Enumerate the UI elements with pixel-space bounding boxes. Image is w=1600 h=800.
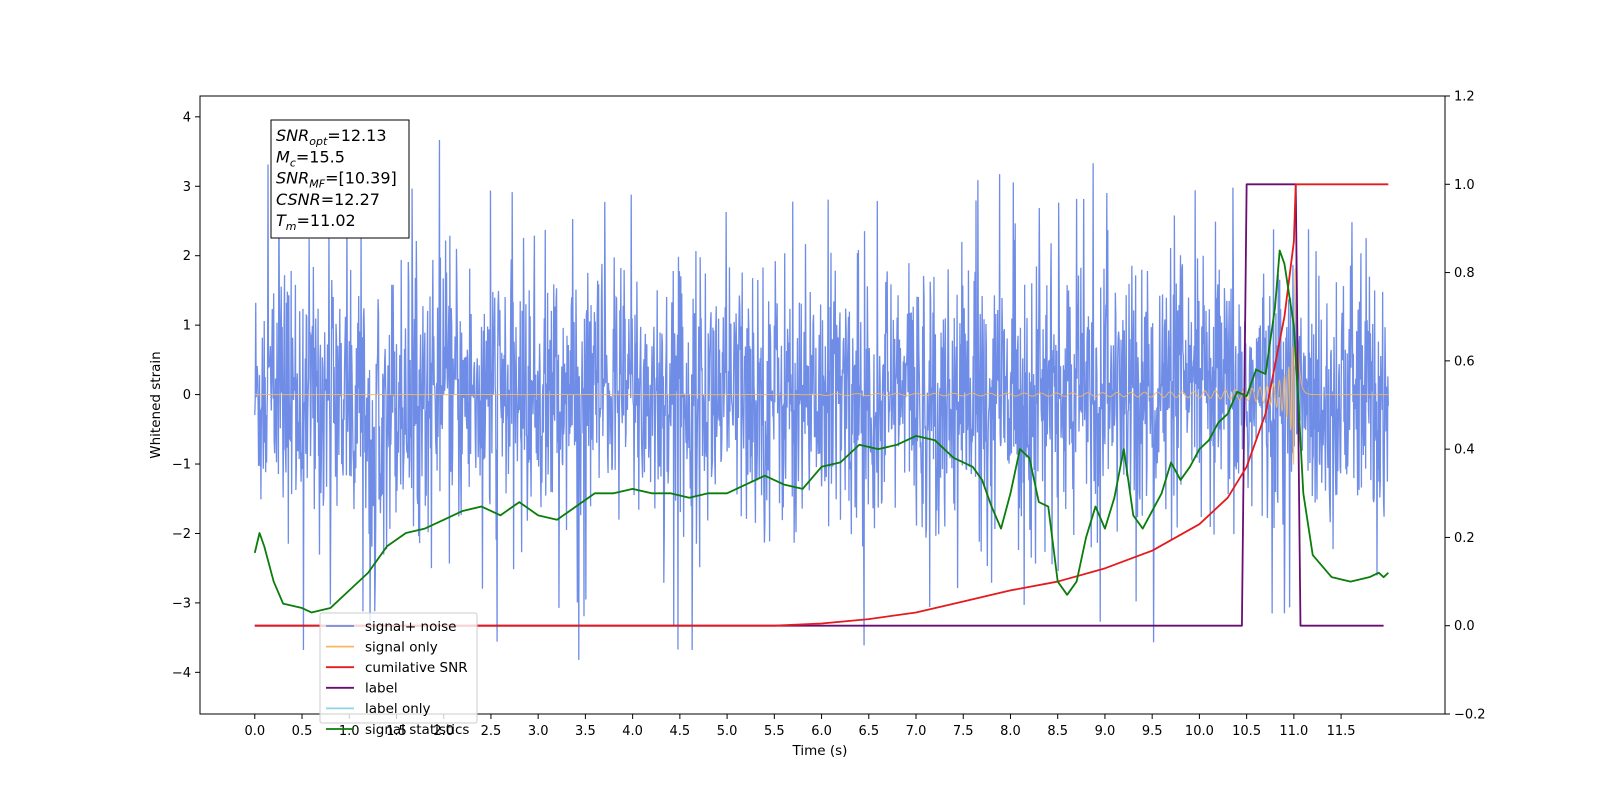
plot-frame xyxy=(199,95,1446,715)
x-tick-label: 7.0 xyxy=(906,724,927,739)
y-tick-label: −2 xyxy=(172,527,191,542)
signal-only-layer xyxy=(254,268,1389,465)
legend-entry-label: label xyxy=(365,681,398,697)
x-tick-label: 3.0 xyxy=(528,724,549,739)
legend-entry-label: cumilative SNR xyxy=(365,660,468,676)
y-axis-right: 1.2 1.0 0.8 0.6 0.4 0.2 0.0 −0.2 xyxy=(1445,90,1486,723)
x-tick-label: 5.0 xyxy=(717,724,738,739)
y2-tick-label: 0.6 xyxy=(1454,354,1475,369)
x-tick-label: 4.0 xyxy=(622,724,643,739)
y-axis-label: Whitened strain xyxy=(148,351,164,458)
x-tick-label: 11.5 xyxy=(1327,724,1356,739)
series-cumilative-snr-line xyxy=(254,183,1389,627)
y2-tick-label: 0.0 xyxy=(1454,619,1475,634)
x-tick-label: 4.5 xyxy=(670,724,691,739)
x-axis: 0.0 0.5 1.0 1.5 2.0 2.5 3.0 3.5 4.0 4.5 5.0 5.5 6.0 6… xyxy=(244,714,1356,739)
y-tick-label: 0 xyxy=(183,388,191,403)
x-tick-label: 7.5 xyxy=(953,724,974,739)
x-tick-label: 5.5 xyxy=(764,724,785,739)
y2-tick-label: 0.8 xyxy=(1454,266,1475,281)
series-signal-noise-line xyxy=(254,139,1389,660)
info-box-entry: Mc=15.5 xyxy=(276,147,345,169)
legend: signal+ noise signal only cumilative SNR la… xyxy=(319,612,478,738)
x-tick-label: 8.5 xyxy=(1047,724,1068,739)
x-tick-label: 11.0 xyxy=(1279,724,1308,739)
y-tick-label: 4 xyxy=(183,110,191,125)
legend-entry-label: signal only xyxy=(365,639,438,655)
x-tick-label: 2.0 xyxy=(433,724,454,739)
legend-entry-label: label only xyxy=(365,701,431,717)
legend-entry-label: signal statistics xyxy=(365,722,469,738)
y2-tick-label: 1.0 xyxy=(1454,178,1475,193)
series-signal-statistics-line xyxy=(253,249,1389,614)
y-tick-label: 1 xyxy=(183,319,191,334)
info-box-entry: CSNR=12.27 xyxy=(276,190,380,209)
y2-tick-label: 0.4 xyxy=(1454,443,1475,458)
x-tick-label: 3.5 xyxy=(575,724,596,739)
x-axis-label: Time (s) xyxy=(792,743,848,759)
right-axis-series-layer xyxy=(253,183,1389,627)
y-tick-label: −1 xyxy=(172,458,191,473)
x-tick-label: 1.0 xyxy=(339,724,360,739)
x-tick-label: 10.5 xyxy=(1232,724,1261,739)
y-tick-label: −3 xyxy=(172,596,191,611)
y-tick-label: −4 xyxy=(172,666,191,681)
x-tick-label: 9.5 xyxy=(1142,724,1163,739)
x-tick-label: 6.5 xyxy=(858,724,879,739)
x-tick-label: 10.0 xyxy=(1185,724,1214,739)
y-tick-label: 2 xyxy=(183,249,191,264)
y-axis-left: 4 3 2 1 0 −1 −2 −3 −4 xyxy=(172,110,200,681)
x-tick-label: 0.5 xyxy=(292,724,313,739)
info-box-entry: SNRopt=12.13 xyxy=(276,126,387,148)
y2-tick-label: 0.2 xyxy=(1454,531,1475,546)
noise-series-layer xyxy=(254,139,1389,660)
y2-tick-label: 1.2 xyxy=(1454,90,1475,105)
legend-frame xyxy=(319,612,478,724)
series-signal-only-line xyxy=(254,268,1389,465)
x-tick-label: 1.5 xyxy=(386,724,407,739)
info-box-entry: SNRMF=[10.39] xyxy=(276,169,397,191)
info-box-entry: Tm=11.02 xyxy=(276,211,356,233)
info-box-frame xyxy=(270,119,410,239)
x-tick-label: 2.5 xyxy=(481,724,502,739)
x-tick-label: 9.0 xyxy=(1095,724,1116,739)
x-tick-label: 8.0 xyxy=(1000,724,1021,739)
x-tick-label: 6.0 xyxy=(811,724,832,739)
y-tick-label: 3 xyxy=(183,180,191,195)
x-tick-label: 0.0 xyxy=(244,724,265,739)
legend-entry-label: signal+ noise xyxy=(365,619,456,635)
info-box: SNRopt=12.13Mc=15.5SNRMF=[10.39]CSNR=12.… xyxy=(270,119,410,239)
series-label-line xyxy=(254,183,1384,627)
y2-tick-label: −0.2 xyxy=(1454,708,1486,723)
